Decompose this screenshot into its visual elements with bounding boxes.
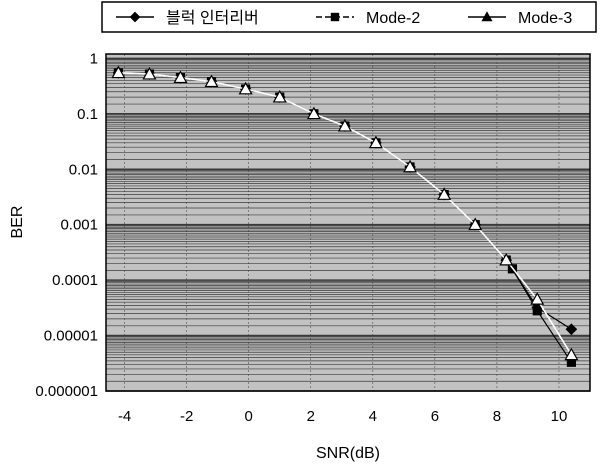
- x-tick-label: 8: [493, 408, 501, 425]
- data-point: [306, 106, 321, 120]
- data-point: [368, 135, 383, 149]
- data-point: [530, 292, 545, 305]
- series-triangle: [111, 65, 579, 361]
- x-tick-label: 10: [551, 408, 568, 425]
- data-point: [532, 306, 542, 316]
- data-point: [142, 66, 157, 80]
- y-tick-label: 0.00001: [44, 328, 98, 345]
- data-point: [437, 187, 452, 200]
- data-point: [111, 65, 126, 79]
- data-point: [238, 81, 253, 95]
- x-tick-label: 6: [431, 408, 439, 425]
- data-point: [499, 252, 514, 266]
- plot-frame: [105, 53, 591, 392]
- legend-marker: [330, 12, 340, 22]
- x-tick-label: 2: [307, 408, 315, 425]
- legend-marker: [481, 11, 493, 22]
- y-tick-label: 0.001: [60, 217, 98, 234]
- data-point: [204, 74, 219, 88]
- legend-item: Mode-2: [316, 10, 420, 27]
- data-point: [173, 70, 188, 84]
- legend-item: Mode-3: [468, 10, 572, 27]
- series-layer: [111, 65, 579, 367]
- y-axis-label: BER: [9, 206, 26, 239]
- x-tick-label: 4: [369, 408, 377, 425]
- legend-label: Mode-3: [518, 10, 572, 27]
- y-tick-label: 0.1: [77, 106, 98, 123]
- y-tick-label: 0.0001: [52, 272, 98, 289]
- data-point: [337, 118, 352, 132]
- plot-area: [105, 53, 591, 392]
- legend: 블럭 인터리버 Mode-2 Mode-3: [101, 1, 597, 33]
- y-tick-label: 0.000001: [35, 383, 98, 400]
- x-axis-label: SNR(dB): [316, 445, 380, 462]
- y-axis-ticks: 1 0.1 0.01 0.001 0.0001 0.00001 0.000001: [35, 50, 98, 400]
- data-point: [468, 217, 483, 231]
- data-point: [272, 89, 287, 103]
- grid: [106, 54, 590, 392]
- data-point: [564, 347, 579, 361]
- x-axis-ticks: -4 -2 0 2 4 6 8 10: [118, 408, 567, 425]
- legend-marker: [129, 11, 141, 23]
- legend-label: Mode-2: [366, 10, 420, 27]
- x-tick-label: 0: [245, 408, 253, 425]
- y-tick-label: 0.01: [69, 161, 98, 178]
- legend-label: 블럭 인터리버: [166, 9, 259, 27]
- legend-item: 블럭 인터리버: [116, 9, 259, 27]
- data-point: [565, 323, 578, 336]
- y-tick-label: 1: [90, 50, 98, 67]
- x-tick-label: -4: [118, 408, 131, 425]
- data-point: [403, 159, 418, 173]
- plot-background: [106, 54, 590, 391]
- x-tick-label: -2: [180, 408, 193, 425]
